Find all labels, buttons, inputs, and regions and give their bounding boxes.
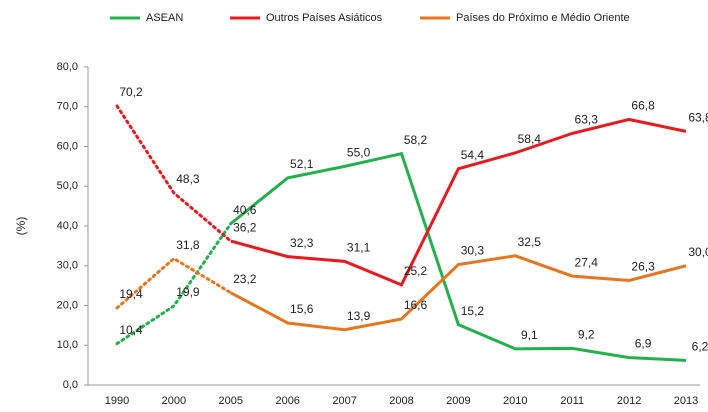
- x-tick-label: 2010: [503, 395, 527, 407]
- data-label: 31,8: [176, 238, 200, 252]
- y-tick-label: 30,0: [57, 260, 78, 272]
- y-axis-label: (%): [14, 217, 28, 236]
- y-tick-label: 10,0: [57, 339, 78, 351]
- legend-label: Países do Próximo e Médio Oriente: [456, 12, 630, 24]
- series-line: [229, 151, 687, 362]
- y-tick-label: 50,0: [57, 180, 78, 192]
- data-label: 40,6: [233, 203, 257, 217]
- data-label: 58,4: [518, 132, 542, 146]
- legend-label: ASEAN: [146, 12, 183, 24]
- y-tick-label: 0,0: [63, 379, 78, 391]
- data-label: 9,2: [578, 328, 595, 342]
- dotted-line: [115, 256, 233, 310]
- x-tick-label: 2012: [617, 395, 641, 407]
- y-tick-label: 60,0: [57, 140, 78, 152]
- data-label: 15,2: [461, 304, 485, 318]
- x-tick-label: 2011: [560, 395, 584, 407]
- series-line: [230, 117, 687, 287]
- data-label: 9,1: [521, 328, 538, 342]
- data-label: 19,9: [176, 285, 200, 299]
- data-label: 16,6: [404, 298, 428, 312]
- x-tick-label: 2008: [389, 395, 413, 407]
- data-label: 10,4: [119, 323, 143, 337]
- data-label: 23,2: [233, 272, 257, 286]
- y-tick-label: 40,0: [57, 220, 78, 232]
- dotted-line: [115, 222, 233, 346]
- data-label: 30,0: [688, 245, 708, 259]
- x-tick-label: 2000: [162, 395, 186, 407]
- x-tick-label: 2013: [674, 395, 698, 407]
- data-label: 6,2: [692, 340, 708, 354]
- data-label: 27,4: [575, 255, 599, 269]
- data-label: 30,3: [461, 244, 485, 258]
- data-label: 48,3: [176, 172, 200, 186]
- x-tick-label: 2009: [446, 395, 470, 407]
- data-label: 19,4: [119, 287, 143, 301]
- x-tick-label: 2007: [332, 395, 356, 407]
- data-label: 36,2: [233, 220, 257, 234]
- data-label: 58,2: [404, 133, 428, 147]
- x-tick-label: 2005: [219, 395, 243, 407]
- data-label: 70,2: [119, 85, 143, 99]
- data-label: 6,9: [635, 337, 652, 351]
- data-label: 32,3: [290, 236, 314, 250]
- legend-label: Outros Países Asiáticos: [266, 12, 383, 24]
- data-label: 32,5: [518, 235, 542, 249]
- data-label: 31,1: [347, 241, 371, 255]
- x-tick-label: 2006: [275, 395, 299, 407]
- data-label: 13,9: [347, 309, 371, 323]
- dotted-line: [115, 104, 233, 243]
- data-label: 15,6: [290, 302, 314, 316]
- data-label: 66,8: [631, 99, 655, 113]
- data-label: 52,1: [290, 157, 314, 171]
- data-label: 55,0: [347, 146, 371, 160]
- data-label: 25,2: [404, 264, 428, 278]
- data-label: 63,3: [575, 113, 599, 127]
- series-line: [230, 254, 687, 332]
- y-tick-label: 20,0: [57, 299, 78, 311]
- y-tick-label: 70,0: [57, 101, 78, 113]
- data-label: 63,8: [688, 111, 708, 125]
- data-label: 54,4: [461, 148, 485, 162]
- data-label: 26,3: [631, 260, 655, 274]
- y-tick-label: 80,0: [57, 61, 78, 73]
- x-tick-label: 1990: [105, 395, 129, 407]
